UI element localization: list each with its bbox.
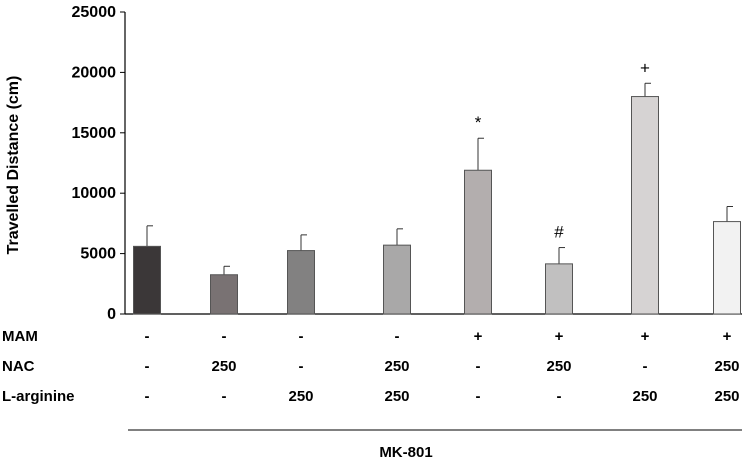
condition-cell: 250 xyxy=(632,388,657,405)
condition-cell: - xyxy=(476,388,481,405)
condition-cell: + xyxy=(555,328,564,345)
y-tick-label: 15000 xyxy=(72,125,117,142)
bars: * # + xyxy=(133,58,741,315)
condition-row-label: MAM xyxy=(2,328,38,345)
y-tick-label: 25000 xyxy=(72,4,117,21)
condition-cell: 250 xyxy=(288,388,313,405)
condition-cell: - xyxy=(145,328,150,345)
significance-mark: # xyxy=(554,223,564,242)
condition-table: MAM - - - - + + + + NAC - 250 - 250 - 250 - 250 L-arginine… xyxy=(2,328,740,405)
bar xyxy=(133,245,161,315)
significance-mark: * xyxy=(475,113,482,132)
y-tick-label: 0 xyxy=(107,306,116,323)
axes: 0 5000 10000 15000 20000 25000 xyxy=(72,4,742,323)
group-label: MK-801 xyxy=(379,444,432,461)
condition-cell: 250 xyxy=(211,358,236,375)
bar xyxy=(287,250,315,315)
condition-cell: - xyxy=(299,358,304,375)
condition-cell: - xyxy=(222,388,227,405)
condition-cell: - xyxy=(643,358,648,375)
condition-cell: 250 xyxy=(384,358,409,375)
condition-cell: + xyxy=(723,328,732,345)
bar xyxy=(210,274,238,315)
significance-mark: + xyxy=(640,58,650,77)
y-tick-label: 5000 xyxy=(80,246,116,263)
condition-cell: 250 xyxy=(714,358,739,375)
condition-row-label: NAC xyxy=(2,358,35,375)
y-tick-label: 20000 xyxy=(72,64,117,81)
condition-cell: + xyxy=(641,328,650,345)
condition-cell: - xyxy=(145,358,150,375)
condition-cell: - xyxy=(476,358,481,375)
y-tick-label: 10000 xyxy=(72,185,117,202)
condition-row-label: L-arginine xyxy=(2,388,75,405)
condition-cell: + xyxy=(474,328,483,345)
condition-cell: 250 xyxy=(546,358,571,375)
bar xyxy=(383,244,411,315)
bar xyxy=(464,169,492,315)
bar xyxy=(631,96,659,315)
condition-cell: 250 xyxy=(384,388,409,405)
condition-cell: - xyxy=(557,388,562,405)
condition-cell: - xyxy=(222,328,227,345)
bar xyxy=(713,221,741,315)
y-axis-label: Travelled Distance (cm) xyxy=(5,76,22,255)
condition-cell: - xyxy=(145,388,150,405)
bar xyxy=(545,263,573,315)
condition-cell: - xyxy=(395,328,400,345)
condition-cell: 250 xyxy=(714,388,739,405)
condition-cell: - xyxy=(299,328,304,345)
